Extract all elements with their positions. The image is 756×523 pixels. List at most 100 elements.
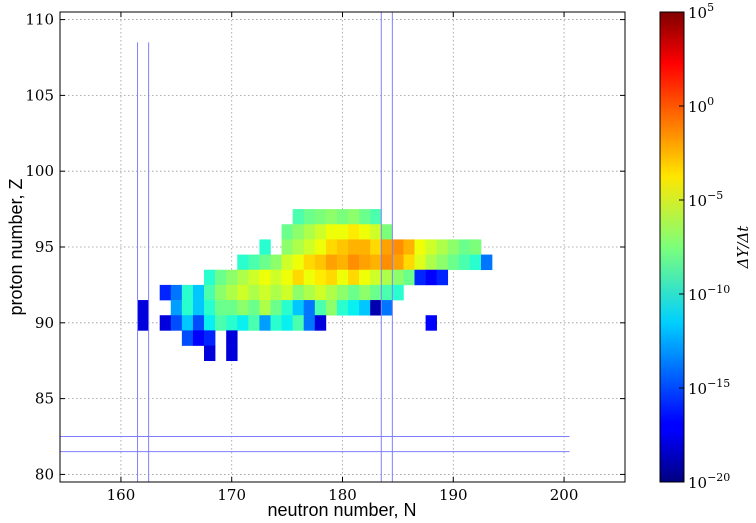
heatmap-cell xyxy=(447,254,460,271)
heatmap-cell xyxy=(370,254,382,271)
heatmap-cell xyxy=(325,224,338,240)
heatmap-cell xyxy=(381,269,393,286)
heatmap-cell xyxy=(348,254,360,271)
heatmap-cell xyxy=(325,209,338,225)
heatmap-cell xyxy=(237,300,249,316)
heatmap-cell xyxy=(359,269,371,286)
heatmap-cell xyxy=(215,300,227,316)
heatmap-cell xyxy=(359,254,371,271)
heatmap-cell xyxy=(436,269,449,286)
heatmap-cell xyxy=(414,254,426,271)
heatmap-cell xyxy=(458,239,471,255)
heatmap-cell xyxy=(348,269,360,286)
heatmap-cell xyxy=(204,284,216,301)
heatmap-cell xyxy=(392,254,404,271)
heatmap-cell xyxy=(292,239,305,255)
x-tick-label: 160 xyxy=(107,486,136,504)
heatmap-cell xyxy=(336,254,349,271)
heatmap-cell xyxy=(359,300,371,316)
heatmap-cell xyxy=(403,269,415,286)
heatmap-cell xyxy=(215,269,227,286)
heatmap-cell xyxy=(425,239,437,255)
y-tick-label: 85 xyxy=(35,390,54,408)
heatmap-cell xyxy=(370,284,382,301)
heatmap-cell xyxy=(170,300,183,316)
heatmap-cell xyxy=(226,300,238,316)
heatmap-cell xyxy=(336,224,349,240)
heatmap-cell xyxy=(226,330,238,346)
heatmap-cell xyxy=(181,284,194,301)
heatmap-cell xyxy=(270,284,282,301)
heatmap-cell xyxy=(359,224,371,240)
heatmap-cell xyxy=(181,315,194,331)
heatmap-cell xyxy=(325,300,338,316)
heatmap-cell xyxy=(192,330,205,346)
heatmap-cell xyxy=(425,315,437,331)
heatmap-cell xyxy=(170,284,183,301)
heatmap-cell xyxy=(292,300,305,316)
heatmap-cell xyxy=(359,239,371,255)
heatmap-cell xyxy=(215,315,227,331)
heatmap-cell xyxy=(204,330,216,346)
heatmap-cell xyxy=(303,209,316,225)
heatmap-cell xyxy=(325,269,338,286)
heatmap-cell xyxy=(303,284,316,301)
heatmap-cell xyxy=(259,239,271,255)
heatmap-cell xyxy=(292,224,305,240)
heatmap-cell xyxy=(226,345,238,362)
heatmap-cell xyxy=(215,284,227,301)
heatmap-cell xyxy=(181,300,194,316)
heatmap-cell xyxy=(370,239,382,255)
heatmap-cell xyxy=(259,269,271,286)
heatmap-cell xyxy=(281,269,293,286)
heatmap-cell xyxy=(237,269,249,286)
heatmap-cell xyxy=(204,300,216,316)
heatmap-cell xyxy=(370,269,382,286)
heatmap-cell xyxy=(403,254,415,271)
heatmap-cell xyxy=(314,239,327,255)
heatmap-cell xyxy=(259,254,271,271)
heatmap-cell xyxy=(314,209,327,225)
heatmap-cell xyxy=(226,269,238,286)
colorbar-tick-label: 100 xyxy=(688,95,714,116)
heatmap-cell xyxy=(303,300,316,316)
guide-lines xyxy=(60,12,570,482)
heatmap-cell xyxy=(137,300,149,316)
heatmap-cell xyxy=(292,269,305,286)
heatmap-cell xyxy=(192,315,205,331)
heatmap-cell xyxy=(458,254,471,271)
heatmap-cell xyxy=(314,300,327,316)
heatmap-cell xyxy=(314,254,327,271)
y-tick-label: 90 xyxy=(35,314,54,332)
heatmap-cell xyxy=(281,300,293,316)
heatmap-cell xyxy=(348,209,360,225)
colorbar-tick-label: 10−10 xyxy=(688,283,730,304)
heatmap-cell xyxy=(392,284,404,301)
colorbar-tick-label: 105 xyxy=(688,1,714,22)
heatmap-cell xyxy=(248,300,260,316)
heatmap-cell xyxy=(436,239,449,255)
heatmap-cell xyxy=(348,300,360,316)
heatmap-cell xyxy=(292,254,305,271)
heatmap-cell xyxy=(226,284,238,301)
heatmap-cell xyxy=(359,209,371,225)
heatmap-cell xyxy=(325,284,338,301)
heatmap-cell xyxy=(348,239,360,255)
heatmap-cell xyxy=(292,284,305,301)
heatmap-cell xyxy=(259,284,271,301)
heatmap-cell xyxy=(303,315,316,331)
heatmap-cell xyxy=(314,269,327,286)
x-tick-label: 190 xyxy=(439,486,468,504)
heatmap-cell xyxy=(248,315,260,331)
heatmap-cell xyxy=(270,315,282,331)
heatmap-cell xyxy=(381,284,393,301)
y-tick-label: 100 xyxy=(25,162,54,180)
y-axis-title: proton number, Z xyxy=(6,178,26,315)
heatmap-cell xyxy=(270,300,282,316)
heatmap-cell xyxy=(270,254,282,271)
heatmap-cell xyxy=(314,315,327,331)
heatmap-cell xyxy=(226,315,238,331)
heatmap-cell xyxy=(159,284,172,301)
heatmap-cell xyxy=(281,315,293,331)
